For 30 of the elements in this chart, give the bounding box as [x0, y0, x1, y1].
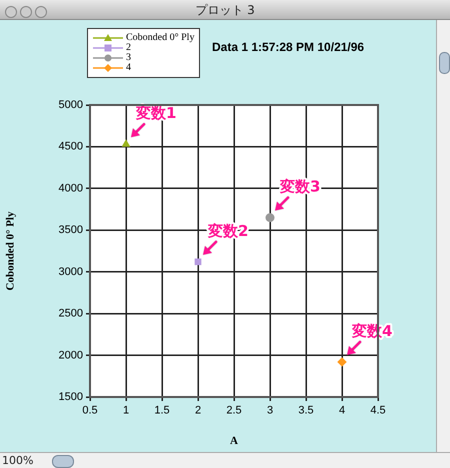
chart-subtitle: Data 1 1:57:28 PM 10/21/96 — [212, 40, 364, 54]
x-tick-label: 1.5 — [154, 404, 170, 417]
x-tick-label: 4.5 — [370, 404, 386, 417]
x-axis-title: A — [230, 435, 238, 448]
x-tick-label: 2 — [194, 404, 202, 417]
legend-label: 2 — [126, 42, 131, 53]
legend-label: 4 — [126, 62, 131, 73]
point — [266, 213, 274, 222]
x-tick-label: 2.5 — [226, 404, 242, 417]
point — [338, 357, 346, 366]
y-tick-label: 4000 — [58, 182, 83, 194]
legend-label: 3 — [126, 52, 131, 63]
point — [122, 140, 130, 147]
point — [194, 258, 202, 266]
x-tick-label: 3 — [266, 404, 274, 417]
x-tick-label: 0.5 — [82, 404, 98, 417]
y-axis-title: Cobonded 0° Ply — [4, 211, 16, 290]
y-tick-label: 5000 — [58, 99, 83, 112]
y-tick-label: 2500 — [58, 308, 83, 320]
y-tick-label: 3500 — [58, 224, 83, 236]
y-tick-label: 3000 — [58, 266, 83, 278]
y-tick-label: 1500 — [58, 391, 83, 404]
x-tick-label: 1 — [122, 404, 130, 417]
chart-title: プロット 3 — [0, 2, 450, 19]
x-tick-label: 3.5 — [298, 404, 314, 417]
text: 100% — [2, 454, 34, 467]
y-tick-label: 2000 — [58, 349, 83, 362]
x-tick-label: 4 — [338, 404, 346, 417]
legend-label: Cobonded 0° Ply — [126, 32, 194, 43]
y-tick-label: 4500 — [58, 140, 83, 153]
